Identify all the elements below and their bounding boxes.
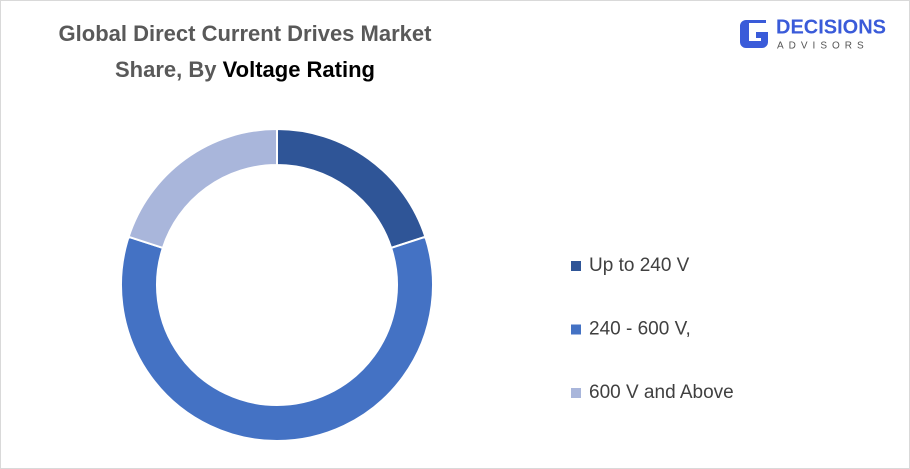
legend-label: 600 V and Above xyxy=(589,382,734,403)
chart-title-highlight: Voltage Rating xyxy=(223,57,375,82)
legend-swatch xyxy=(571,324,581,335)
legend-label: 240 - 600 V, xyxy=(589,319,691,340)
logo: DECISIONS ADVISORS xyxy=(740,16,886,52)
chart-title: Share, By Voltage Rating xyxy=(115,57,375,82)
donut-segment xyxy=(120,235,434,442)
logo-tagline: ADVISORS xyxy=(777,41,869,52)
logo-icon xyxy=(740,20,768,48)
chart-title: Share, By xyxy=(115,57,217,82)
legend-label: Up to 240 V xyxy=(589,255,690,276)
donut-segment xyxy=(127,127,278,250)
legend-swatch xyxy=(571,261,581,271)
chart-title: Global Direct Current Drives Market xyxy=(59,21,433,46)
legend-swatch xyxy=(571,388,581,398)
logo-name: DECISIONS xyxy=(776,16,886,38)
